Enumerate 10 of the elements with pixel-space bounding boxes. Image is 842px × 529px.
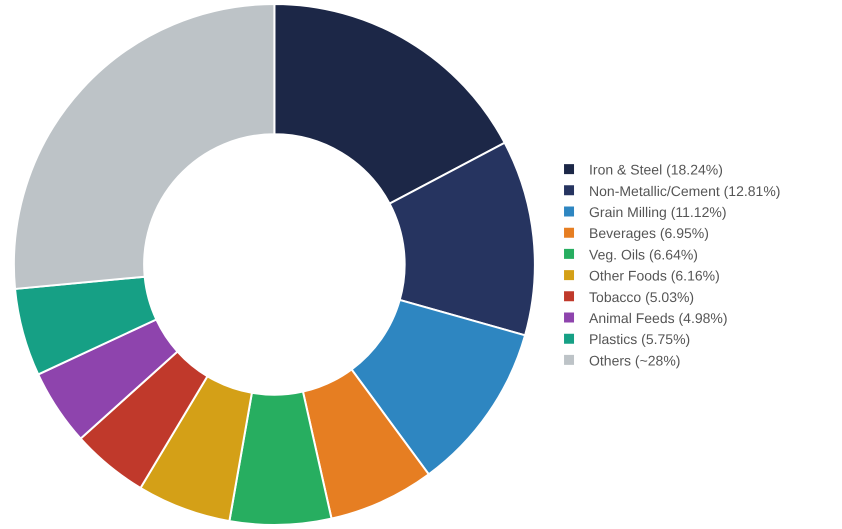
legend-label: Plastics (5.75%) — [589, 331, 690, 348]
legend-label: Veg. Oils (6.64%) — [589, 246, 698, 262]
legend-label: Tobacco (5.03%) — [589, 288, 694, 305]
legend-label: Animal Feeds (4.98%) — [589, 310, 728, 326]
legend-label: Others (~28%) — [589, 352, 680, 368]
legend-label: Other Foods (6.16%) — [589, 268, 720, 284]
legend-label: Grain Milling (11.12%) — [589, 204, 726, 220]
legend-label: Non-Metallic/Cement (12.81%) — [589, 182, 780, 199]
legend-label: Beverages (6.95%) — [589, 225, 709, 242]
legend-label: Iron & Steel (18.24%) — [589, 162, 723, 178]
